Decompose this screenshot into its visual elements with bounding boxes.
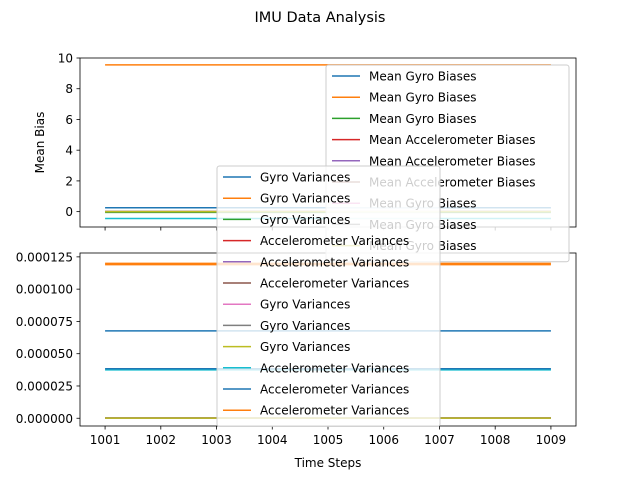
y-tick-label: 0 [65, 205, 73, 219]
figure-title: IMU Data Analysis [255, 10, 386, 26]
x-tick-label: 1008 [480, 433, 511, 447]
legend: Gyro Variances Gyro Variances Gyro Varianc… [216, 165, 441, 427]
x-tick-label: 1003 [201, 433, 232, 447]
legend-label: Accelerometer Variances [260, 383, 409, 397]
y-tick-label: 0.000000 [16, 412, 73, 426]
legend-label: Accelerometer Variances [260, 404, 409, 418]
x-tick-label: 1006 [368, 433, 399, 447]
legend-label: Accelerometer Variances [260, 234, 409, 248]
legend-label: Mean Accelerometer Biases [369, 133, 536, 147]
legend-label: Gyro Variances [260, 192, 350, 206]
legend-label: Accelerometer Variances [260, 277, 409, 291]
legend-label: Gyro Variances [260, 171, 350, 185]
y-tick-label: 0.000050 [16, 347, 73, 361]
legend-label: Gyro Variances [260, 213, 350, 227]
legend-box [216, 165, 441, 427]
y-tick-label: 6 [65, 113, 73, 127]
legend-label: Mean Gyro Biases [369, 70, 477, 84]
x-tick-label: 1001 [90, 433, 121, 447]
y-tick-label: 0.000075 [16, 315, 73, 329]
legend-label: Accelerometer Variances [260, 361, 409, 375]
y-tick-label: 0.000100 [16, 283, 73, 297]
legend-label: Gyro Variances [260, 298, 350, 312]
y-tick-label: 2 [65, 174, 73, 188]
y-axis-label: Mean Bias [33, 112, 47, 174]
bottom-chart-variances: 1001 1002 1003 1004 1005 1006 1007 1008 1009 0.00… [16, 64, 577, 470]
x-tick-label: 1004 [257, 433, 288, 447]
x-tick-label: 1005 [313, 433, 344, 447]
legend-label: Mean Accelerometer Biases [369, 154, 536, 168]
y-tick-label: 0.000125 [16, 250, 73, 264]
x-tick-label: 1002 [146, 433, 177, 447]
y-tick-label: 8 [65, 82, 73, 96]
legend-label: Gyro Variances [260, 340, 350, 354]
legend-label: Mean Gyro Biases [369, 112, 477, 126]
legend-label: Mean Gyro Biases [369, 91, 477, 105]
x-tick-label: 1007 [424, 433, 455, 447]
x-tick-label: 1009 [536, 433, 567, 447]
legend-label: Gyro Variances [260, 319, 350, 333]
y-tick-label: 10 [58, 52, 73, 66]
legend-label: Accelerometer Variances [260, 255, 409, 269]
y-tick-label: 0.000025 [16, 379, 73, 393]
y-tick-label: 4 [65, 144, 73, 158]
x-axis-label: Time Steps [294, 456, 362, 470]
